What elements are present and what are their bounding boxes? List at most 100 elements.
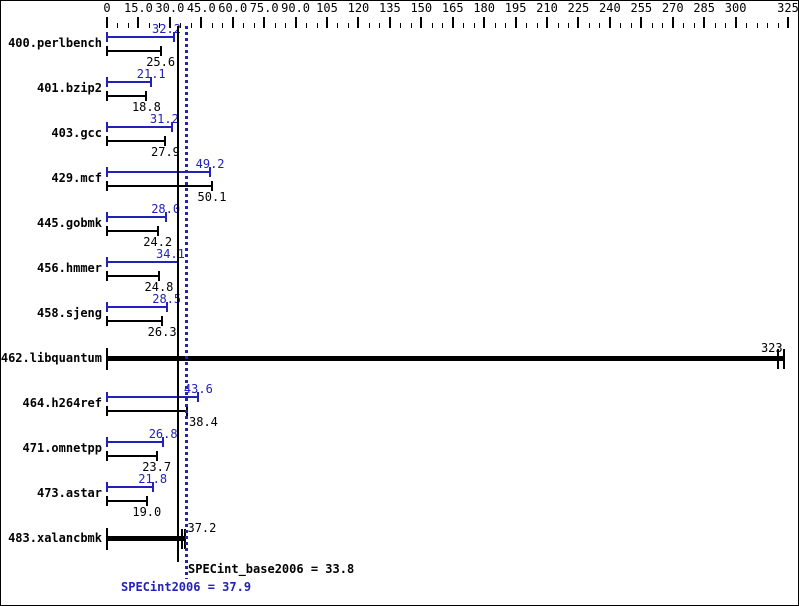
peak-bar-start-cap xyxy=(106,212,108,222)
peak-value-label: 31.2 xyxy=(149,112,179,126)
peak-bar xyxy=(107,36,175,38)
base-bar-end-cap xyxy=(210,181,213,191)
peak-bar xyxy=(107,216,166,218)
axis-major-tick xyxy=(703,17,706,28)
run-tick xyxy=(782,349,785,369)
axis-tick-label: 210 xyxy=(536,1,558,15)
peak-value-label: 28.0 xyxy=(151,202,181,216)
base-value-label: 27.9 xyxy=(151,145,180,159)
axis-tick-label: 105 xyxy=(316,1,338,15)
axis-minor-tick xyxy=(410,23,412,28)
base-bar xyxy=(107,95,147,97)
peak-value-label: 43.6 xyxy=(183,382,213,396)
axis-minor-tick xyxy=(536,23,538,28)
benchmark-label: 401.bzip2 xyxy=(36,81,102,95)
axis-minor-tick xyxy=(159,23,161,28)
base-bar-end-cap xyxy=(157,271,160,281)
benchmark-label: 473.astar xyxy=(36,486,102,500)
axis-minor-tick xyxy=(526,23,528,28)
axis-minor-tick xyxy=(148,23,150,28)
base-bar xyxy=(107,500,147,502)
peak-bar-start-cap xyxy=(106,482,108,492)
peak-bar xyxy=(107,486,153,488)
base-bar-start-cap xyxy=(106,451,108,461)
base-bar-start-cap xyxy=(106,271,108,281)
axis-major-tick xyxy=(106,17,108,28)
peak-value-label: 28.5 xyxy=(152,292,182,306)
peak-value-label: 21.8 xyxy=(138,472,168,486)
base-value-label: 24.2 xyxy=(143,235,173,249)
axis-minor-tick xyxy=(662,23,664,28)
axis-major-tick xyxy=(451,17,454,28)
base-bar xyxy=(107,455,157,457)
axis-major-tick xyxy=(200,17,203,28)
peak-bar xyxy=(107,81,152,83)
axis-minor-tick xyxy=(505,23,507,28)
axis-major-tick xyxy=(137,17,140,28)
peak-bar-start-cap xyxy=(106,257,108,267)
axis-tick-label: 150 xyxy=(410,1,433,15)
axis-minor-tick xyxy=(368,23,370,28)
axis-minor-tick xyxy=(190,23,192,28)
axis-minor-tick xyxy=(442,23,444,28)
base-bar xyxy=(107,50,161,52)
peak-bar-start-cap xyxy=(106,77,108,87)
peak-bar-start-cap xyxy=(106,167,108,177)
axis-major-tick xyxy=(734,17,737,28)
peak-bar xyxy=(107,396,199,398)
axis-tick-label: 0 xyxy=(103,1,111,15)
axis-major-tick xyxy=(168,17,171,28)
peak-bar-start-cap xyxy=(106,302,108,312)
base-value-label: 25.6 xyxy=(146,55,176,69)
base-bar-end-cap xyxy=(164,136,167,146)
benchmark-label: 400.perlbench xyxy=(8,36,102,50)
axis-minor-tick xyxy=(630,23,632,28)
peak-bar xyxy=(107,441,164,443)
axis-tick-label: 325 xyxy=(777,1,799,15)
axis-minor-tick xyxy=(347,23,349,28)
bar-start-cap xyxy=(106,348,108,370)
peak-bar xyxy=(107,171,211,173)
axis-minor-tick xyxy=(463,23,465,28)
axis-minor-tick xyxy=(253,23,255,28)
peak-bar-end-cap xyxy=(171,122,174,132)
benchmark-label: 445.gobmk xyxy=(36,216,102,230)
axis-tick-label: 45.0 xyxy=(186,1,216,15)
base-bar-end-cap xyxy=(161,316,164,326)
axis-major-tick xyxy=(577,17,580,28)
axis-minor-tick xyxy=(127,23,129,28)
base-bar xyxy=(107,320,163,322)
peak-bar-end-cap xyxy=(165,302,168,312)
base-bar xyxy=(107,185,212,187)
base-mean-line xyxy=(176,26,179,562)
bar-start-cap xyxy=(106,528,108,550)
benchmark-label: 429.mcf xyxy=(51,171,102,185)
axis-minor-tick xyxy=(767,23,769,28)
axis-minor-tick xyxy=(557,23,559,28)
peak-bar-start-cap xyxy=(106,32,108,42)
axis-minor-tick xyxy=(243,23,245,28)
base-bar-start-cap xyxy=(106,496,108,506)
benchmark-label: 458.sjeng xyxy=(36,306,102,320)
axis-minor-tick xyxy=(316,23,318,28)
base-bar-end-cap xyxy=(156,226,159,236)
peak-bar xyxy=(107,261,179,263)
base-bar xyxy=(107,275,159,277)
axis-tick-label: 285 xyxy=(693,1,716,15)
benchmark-label: 456.hmmer xyxy=(36,261,102,275)
axis-minor-tick xyxy=(683,23,685,28)
peak-mean-label: SPECint2006 = 37.9 xyxy=(121,580,252,594)
axis-minor-tick xyxy=(746,23,748,28)
benchmark-label: 471.omnetpp xyxy=(22,441,102,455)
axis-major-tick xyxy=(388,17,391,28)
axis-major-tick xyxy=(420,17,423,28)
base-bar-end-cap xyxy=(145,496,148,506)
run-tick xyxy=(183,529,186,549)
base-value-label: 37.2 xyxy=(187,521,217,535)
run-tick xyxy=(776,349,779,369)
peak-bar-end-cap xyxy=(209,167,212,177)
axis-minor-tick xyxy=(725,23,727,28)
axis-minor-tick xyxy=(306,23,308,28)
axis-minor-tick xyxy=(379,23,381,28)
axis-major-tick xyxy=(294,17,297,28)
